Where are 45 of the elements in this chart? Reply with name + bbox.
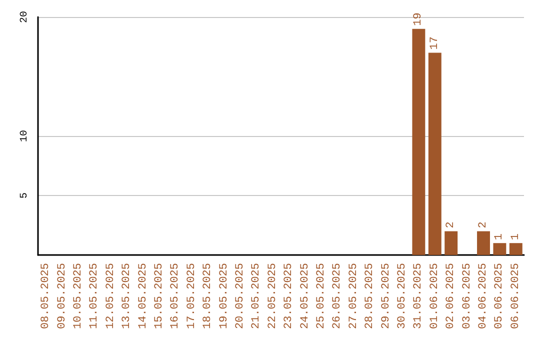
x-tick-label: 28.05.2025 bbox=[364, 262, 376, 330]
x-tick-label: 17.05.2025 bbox=[186, 262, 198, 330]
x-tick-label: 16.05.2025 bbox=[170, 262, 182, 330]
data-label: 19 bbox=[412, 12, 425, 26]
x-tick-label: 21.05.2025 bbox=[250, 262, 263, 330]
x-tick-label: 14.05.2025 bbox=[137, 262, 150, 330]
x-tick-label: 13.05.2025 bbox=[121, 262, 134, 330]
x-tick-label: 15.05.2025 bbox=[154, 262, 166, 330]
data-label: 17 bbox=[428, 36, 441, 50]
x-tick-label: 23.05.2025 bbox=[283, 262, 296, 330]
x-tick-label: 25.05.2025 bbox=[316, 262, 328, 330]
x-tick-label: 04.06.2025 bbox=[478, 262, 490, 330]
bar bbox=[509, 243, 522, 255]
x-tick-label: 02.06.2025 bbox=[445, 262, 458, 330]
x-tick-label: 01.06.2025 bbox=[428, 262, 441, 330]
x-tick-label: 19.05.2025 bbox=[218, 262, 230, 330]
x-tick-label: 18.05.2025 bbox=[202, 262, 214, 330]
x-tick-label: 20.05.2025 bbox=[234, 262, 246, 330]
x-tick-label: 30.05.2025 bbox=[396, 262, 408, 330]
bar bbox=[493, 243, 506, 255]
y-tick-label: 10 bbox=[20, 130, 30, 142]
x-tick-label: 26.05.2025 bbox=[332, 262, 344, 330]
bar bbox=[412, 28, 426, 255]
x-tick-label: 06.06.2025 bbox=[510, 262, 522, 330]
x-tick-label: 31.05.2025 bbox=[412, 262, 425, 330]
bar bbox=[477, 231, 490, 255]
y-tick-label: 20 bbox=[20, 10, 30, 24]
x-tick-label: 29.05.2025 bbox=[380, 262, 392, 330]
bar bbox=[428, 52, 442, 255]
x-tick-label: 08.05.2025 bbox=[40, 262, 52, 330]
data-label: 1 bbox=[494, 233, 506, 240]
x-tick-label: 24.05.2025 bbox=[299, 262, 312, 330]
x-tick-label: 12.05.2025 bbox=[104, 262, 117, 330]
data-label: 1 bbox=[510, 233, 522, 240]
x-tick-label: 11.05.2025 bbox=[88, 262, 101, 330]
x-tick-label: 10.05.2025 bbox=[72, 262, 84, 330]
x-tick-label: 27.05.2025 bbox=[348, 262, 360, 330]
bar bbox=[444, 231, 458, 255]
x-tick-label: 05.06.2025 bbox=[494, 262, 506, 330]
x-tick-label: 09.05.2025 bbox=[56, 262, 68, 330]
y-tick-label: 5 bbox=[20, 192, 30, 198]
data-label: 2 bbox=[445, 222, 458, 228]
x-tick-label: 03.06.2025 bbox=[461, 262, 474, 330]
data-label: 2 bbox=[478, 222, 490, 228]
x-tick-label: 22.05.2025 bbox=[266, 262, 279, 330]
